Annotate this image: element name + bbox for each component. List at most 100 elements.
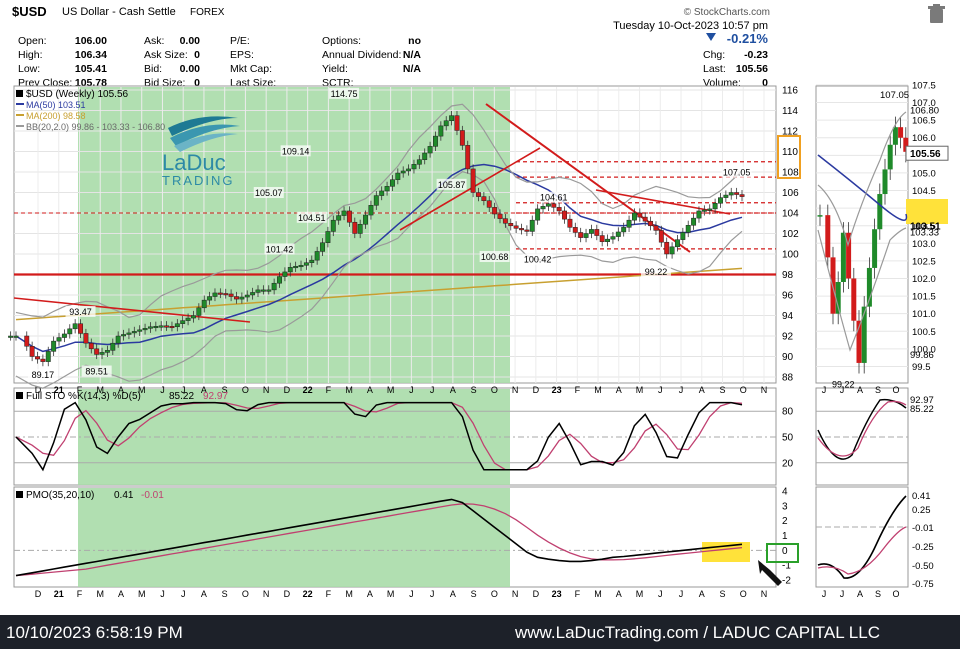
x-tick: J bbox=[160, 589, 165, 599]
candle-body bbox=[449, 115, 455, 121]
stat-label: High: bbox=[18, 49, 43, 61]
candle-body bbox=[459, 130, 465, 146]
price-tick: 102 bbox=[782, 229, 799, 240]
candle-body bbox=[174, 323, 180, 328]
candle-body bbox=[336, 215, 342, 221]
price-tick: 96 bbox=[782, 291, 794, 302]
date-label: Tuesday 10-Oct-2023 10:57 pm bbox=[613, 20, 768, 32]
candle-body bbox=[35, 356, 40, 360]
candle-body bbox=[330, 219, 336, 232]
sto-k-line bbox=[15, 401, 743, 472]
candle-body bbox=[260, 289, 266, 292]
side-label-ma50: 103.51 bbox=[910, 221, 941, 232]
source-credit: © StockCharts.com bbox=[684, 7, 770, 18]
x-tick: O bbox=[242, 385, 249, 395]
candle-body bbox=[519, 228, 524, 231]
x-tick: A bbox=[367, 589, 373, 599]
annotation-bg bbox=[721, 166, 752, 178]
candle-body bbox=[234, 296, 239, 300]
side-candle bbox=[835, 282, 841, 314]
stat-value: N/A bbox=[403, 63, 422, 75]
candle-body bbox=[341, 210, 347, 216]
stat-label: Open: bbox=[18, 35, 47, 47]
main-legend: $USD (Weekly) 105.56 MA(50) 103.51 MA(20… bbox=[16, 89, 165, 132]
price-tick: 98 bbox=[782, 270, 794, 281]
logo-subtext: TRADING bbox=[162, 173, 235, 188]
side-candle bbox=[825, 215, 831, 258]
candle-body bbox=[24, 335, 30, 347]
stat-label: Chg: bbox=[703, 49, 725, 61]
side-candle bbox=[872, 229, 878, 268]
candle-body bbox=[545, 203, 551, 207]
stat-value: 105.41 bbox=[75, 63, 107, 75]
pmo-label: PMO(35,20,10) bbox=[26, 490, 94, 501]
price-tick: 106 bbox=[782, 188, 799, 199]
side-tick: 105.0 bbox=[912, 168, 936, 179]
candle-body bbox=[427, 146, 433, 154]
shaded-region-main bbox=[78, 87, 510, 383]
candle-body bbox=[56, 337, 62, 342]
x-tick: O bbox=[740, 385, 747, 395]
side-sto-d-label: 92.97 bbox=[910, 395, 934, 406]
candle-body bbox=[309, 259, 315, 263]
x-tick: 23 bbox=[552, 385, 562, 395]
price-annotation: 109.14 bbox=[282, 146, 310, 156]
x-tick: M bbox=[636, 589, 644, 599]
x-tick: F bbox=[326, 385, 332, 395]
side-label-high: 107.05 bbox=[880, 90, 909, 101]
annotation-bg bbox=[27, 369, 58, 381]
annotation-bg bbox=[253, 187, 284, 199]
sto-d-value: 92.97 bbox=[203, 391, 228, 402]
candle-body bbox=[277, 276, 282, 284]
stat-value: N/A bbox=[403, 49, 422, 61]
candle-body bbox=[121, 334, 127, 337]
candle-body bbox=[400, 170, 406, 174]
x-tick: S bbox=[222, 385, 228, 395]
stat-value: 0.00 bbox=[180, 63, 201, 75]
annotation-bg bbox=[329, 87, 360, 99]
footer-credit: www.LaDucTrading.com / LADUC CAPITAL LLC bbox=[515, 623, 880, 642]
x-tick: N bbox=[761, 385, 768, 395]
x-tick: A bbox=[201, 385, 207, 395]
candle-body bbox=[142, 328, 148, 331]
stat-label: Yield: bbox=[322, 63, 348, 75]
x-tick: J bbox=[430, 385, 435, 395]
candle-body bbox=[680, 232, 686, 240]
logo-text: LaDuc bbox=[162, 150, 226, 175]
stat-label: Ask: bbox=[144, 35, 164, 47]
candle-body bbox=[508, 223, 514, 227]
pmo-tick: 2 bbox=[782, 516, 788, 527]
x-tick: M bbox=[387, 385, 395, 395]
price-tick: 114 bbox=[782, 106, 798, 117]
pmo-signal-value: -0.01 bbox=[141, 490, 164, 501]
x-tick: A bbox=[450, 385, 456, 395]
side-candle bbox=[856, 320, 862, 363]
candle-body bbox=[287, 267, 293, 273]
side-candle bbox=[887, 144, 893, 170]
trash-icon[interactable] bbox=[928, 4, 945, 23]
candle-body bbox=[104, 350, 110, 353]
candle-body bbox=[45, 351, 51, 362]
side-sto-d bbox=[817, 400, 907, 457]
side-tick: 99.5 bbox=[912, 362, 931, 373]
price-candles bbox=[8, 111, 745, 367]
x-tick: J bbox=[658, 385, 663, 395]
candle-body bbox=[303, 262, 309, 266]
candle-body bbox=[352, 221, 358, 234]
annotation-bg bbox=[522, 253, 553, 265]
arrow-icon bbox=[758, 560, 782, 586]
x-tick: M bbox=[345, 589, 353, 599]
legend-bb: BB(20,2.0) 99.86 - 103.33 - 106.80 bbox=[26, 122, 165, 132]
candle-body bbox=[153, 326, 159, 329]
x-tick: A bbox=[118, 385, 124, 395]
sto-tick: 80 bbox=[782, 407, 794, 418]
annotation-bg bbox=[436, 178, 467, 190]
side-tick: 107.0 bbox=[912, 98, 936, 109]
candle-body bbox=[701, 209, 707, 212]
symbol-label: $USD bbox=[12, 4, 47, 19]
sto-d-line bbox=[15, 401, 743, 471]
x-tick: A bbox=[616, 385, 622, 395]
side-candle bbox=[903, 137, 909, 152]
price-annotation: 114.75 bbox=[331, 89, 358, 99]
